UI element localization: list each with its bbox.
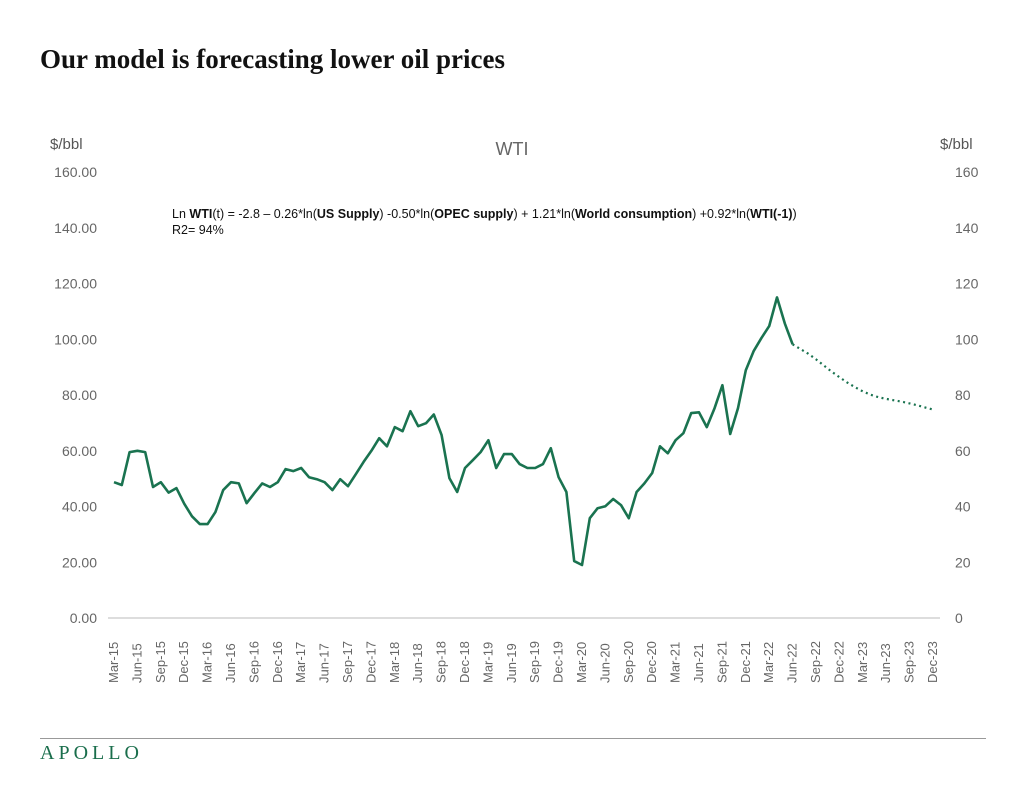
y-tick-label-left: 160.00 bbox=[54, 164, 97, 180]
model-formula: Ln WTI(t) = -2.8 – 0.26*ln(US Supply) -0… bbox=[172, 206, 797, 222]
x-tick-label: Mar-17 bbox=[293, 642, 308, 683]
r-squared: R2= 94% bbox=[172, 223, 224, 237]
actual-line bbox=[113, 296, 794, 567]
y-tick-label-right: 20 bbox=[955, 554, 971, 570]
x-tick-label: Sep-22 bbox=[808, 641, 823, 683]
formula-part: WTI(-1) bbox=[750, 207, 793, 221]
x-tick-label: Jun-19 bbox=[504, 643, 519, 683]
left-axis-unit: $/bbl bbox=[50, 136, 83, 153]
model-annotation: Ln WTI(t) = -2.8 – 0.26*ln(US Supply) -0… bbox=[172, 206, 797, 238]
formula-part: Ln bbox=[172, 207, 190, 221]
page-title: Our model is forecasting lower oil price… bbox=[40, 44, 505, 74]
footer-divider bbox=[40, 738, 986, 739]
x-tick-label: Jun-22 bbox=[785, 643, 800, 683]
x-tick-label: Dec-18 bbox=[457, 641, 472, 683]
x-tick-label: Sep-15 bbox=[153, 641, 168, 683]
y-tick-label-left: 60.00 bbox=[62, 443, 97, 459]
x-tick-label: Dec-16 bbox=[270, 641, 285, 683]
x-tick-label: Sep-18 bbox=[434, 641, 449, 683]
y-tick-label-left: 20.00 bbox=[62, 554, 97, 570]
x-tick-label: Sep-16 bbox=[246, 641, 261, 683]
formula-part: US Supply bbox=[316, 207, 380, 221]
x-tick-label: Dec-22 bbox=[831, 641, 846, 683]
x-tick-label: Sep-21 bbox=[714, 641, 729, 683]
x-tick-label: Jun-18 bbox=[410, 643, 425, 683]
y-tick-label-left: 100.00 bbox=[54, 331, 97, 347]
formula-part: ) bbox=[792, 207, 797, 221]
x-tick-label: Dec-23 bbox=[925, 641, 940, 683]
y-tick-label-left: 120.00 bbox=[54, 276, 97, 292]
x-tick-label: Mar-23 bbox=[855, 642, 870, 683]
y-tick-label-left: 0.00 bbox=[70, 610, 97, 626]
x-tick-label: Sep-17 bbox=[340, 641, 355, 683]
x-tick-label: Mar-22 bbox=[761, 642, 776, 683]
x-tick-label: Sep-23 bbox=[902, 641, 917, 683]
y-tick-label-right: 40 bbox=[955, 499, 971, 515]
apollo-logo: APOLLO bbox=[40, 742, 143, 764]
y-tick-label-right: 80 bbox=[955, 387, 971, 403]
formula-part: OPEC supply bbox=[434, 207, 514, 221]
x-tick-label: Jun-17 bbox=[317, 643, 332, 683]
y-tick-label-right: 0 bbox=[955, 610, 963, 626]
formula-part: (t) = -2.8 – 0.26*ln( bbox=[212, 207, 317, 221]
formula-part: ) -0.50*ln( bbox=[379, 207, 435, 221]
y-tick-label-right: 160 bbox=[955, 164, 979, 180]
x-tick-label: Jun-20 bbox=[597, 643, 612, 683]
y-tick-label-right: 60 bbox=[955, 443, 971, 459]
x-tick-label: Jun-23 bbox=[878, 643, 893, 683]
x-tick-label: Dec-20 bbox=[644, 641, 659, 683]
x-tick-label: Mar-21 bbox=[668, 642, 683, 683]
x-tick-label: Mar-19 bbox=[480, 642, 495, 683]
y-tick-label-left: 140.00 bbox=[54, 220, 97, 236]
y-tick-label-right: 120 bbox=[955, 276, 979, 292]
x-tick-label: Jun-21 bbox=[691, 643, 706, 683]
chart-title: WTI bbox=[495, 139, 529, 159]
formula-part: WTI bbox=[189, 207, 213, 221]
x-tick-label: Dec-21 bbox=[738, 641, 753, 683]
x-tick-label: Sep-19 bbox=[527, 641, 542, 683]
x-tick-label: Mar-18 bbox=[387, 642, 402, 683]
formula-part: ) +0.92*ln( bbox=[692, 207, 751, 221]
right-axis-unit: $/bbl bbox=[940, 136, 973, 153]
x-tick-label: Dec-17 bbox=[363, 641, 378, 683]
x-tick-label: Mar-15 bbox=[106, 642, 121, 683]
x-tick-label: Sep-20 bbox=[621, 641, 636, 683]
y-tick-label-left: 80.00 bbox=[62, 387, 97, 403]
x-tick-label: Jun-16 bbox=[223, 643, 238, 683]
x-tick-label: Jun-15 bbox=[129, 643, 144, 683]
forecast-line bbox=[792, 343, 934, 411]
y-tick-label-left: 40.00 bbox=[62, 499, 97, 515]
y-tick-label-right: 140 bbox=[955, 220, 979, 236]
formula-part: ) + 1.21*ln( bbox=[513, 207, 575, 221]
x-tick-label: Dec-15 bbox=[176, 641, 191, 683]
x-tick-label: Dec-19 bbox=[551, 641, 566, 683]
formula-part: World consumption bbox=[574, 207, 693, 221]
x-tick-label: Mar-20 bbox=[574, 642, 589, 683]
x-tick-label: Mar-16 bbox=[200, 642, 215, 683]
y-tick-label-right: 100 bbox=[955, 331, 979, 347]
